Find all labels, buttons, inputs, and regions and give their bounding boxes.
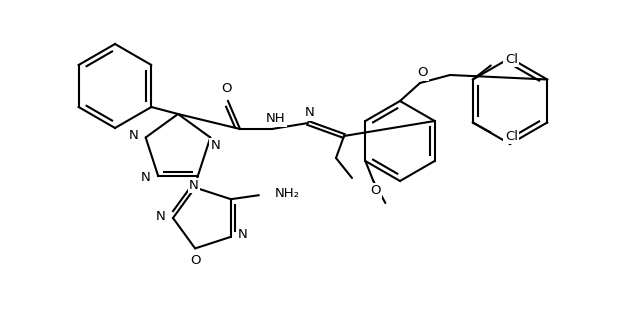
- Text: O: O: [417, 67, 428, 80]
- Text: O: O: [190, 254, 200, 267]
- Text: N: N: [305, 107, 315, 120]
- Text: NH₂: NH₂: [275, 187, 300, 200]
- Text: N: N: [129, 129, 138, 142]
- Text: N: N: [156, 210, 166, 222]
- Text: O: O: [221, 83, 231, 95]
- Text: N: N: [238, 228, 248, 241]
- Text: O: O: [370, 184, 381, 198]
- Text: NH: NH: [266, 113, 286, 126]
- Text: Cl: Cl: [505, 130, 518, 143]
- Text: N: N: [211, 139, 220, 152]
- Text: Cl: Cl: [505, 53, 518, 66]
- Text: N: N: [141, 171, 151, 184]
- Text: N: N: [189, 179, 199, 192]
